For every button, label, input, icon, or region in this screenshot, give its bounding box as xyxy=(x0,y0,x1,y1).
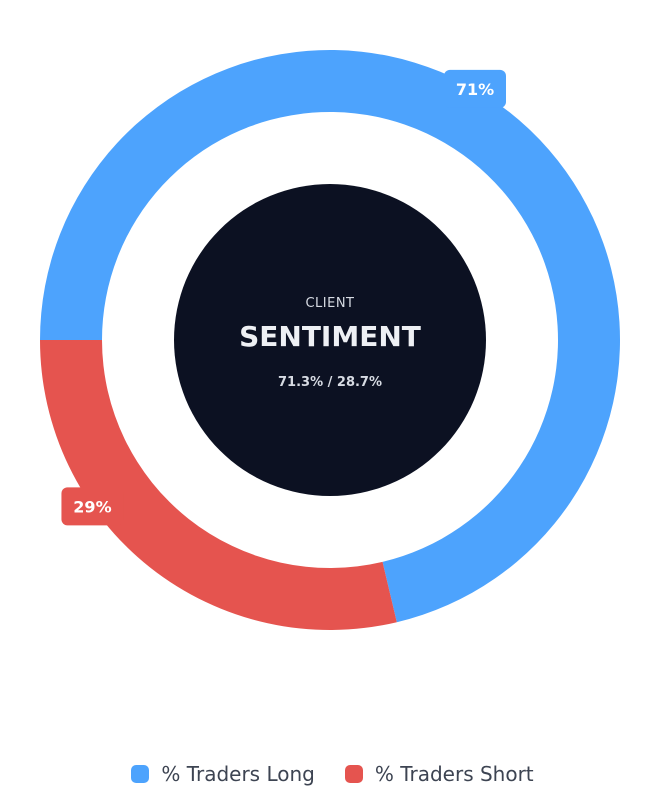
legend-swatch-long xyxy=(131,765,150,783)
center-subtitle: CLIENT xyxy=(305,296,354,311)
center-circle xyxy=(174,184,486,496)
legend-item-short[interactable]: % Traders Short xyxy=(344,762,534,786)
slice-label-text: 29% xyxy=(73,497,111,516)
slice-label-long: 71% xyxy=(444,69,506,108)
chart-legend: % Traders Long % Traders Short xyxy=(0,760,665,788)
slice-label-badge xyxy=(444,69,506,108)
slice-labels: 71% 29% xyxy=(61,69,506,526)
center-ratio: 71.3% / 28.7% xyxy=(278,375,382,390)
slice-label-text: 71% xyxy=(456,80,494,99)
donut-chart: 71% 29% CLIENT SENTIMENT 71.3% / 28.7% xyxy=(40,50,620,630)
slice-label-badge xyxy=(61,487,124,526)
donut-slices xyxy=(40,50,620,630)
legend-swatch-short xyxy=(344,765,363,783)
legend-label-short: % Traders Short xyxy=(374,762,534,786)
slice-label-short: 29% xyxy=(61,487,124,526)
donut-slice-short[interactable] xyxy=(40,340,397,630)
center-title: SENTIMENT xyxy=(239,320,421,353)
legend-label-long: % Traders Long xyxy=(161,762,315,786)
center-badge: CLIENT SENTIMENT 71.3% / 28.7% xyxy=(174,184,486,496)
legend-item-long[interactable]: % Traders Long xyxy=(131,762,315,786)
